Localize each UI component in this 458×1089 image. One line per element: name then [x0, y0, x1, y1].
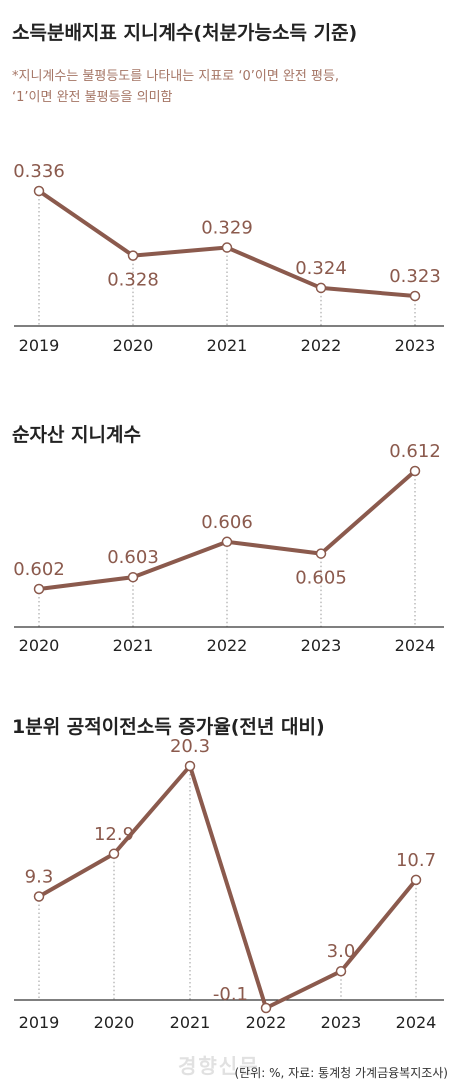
data-point-2023	[409, 290, 421, 302]
data-label-2021: 0.603	[107, 547, 159, 568]
x-tick-label-2023: 2023	[395, 336, 436, 355]
data-point-2022	[260, 1002, 272, 1014]
data-point-2022	[315, 282, 327, 294]
x-tick-label-2023: 2023	[321, 1013, 362, 1032]
data-point-2024	[410, 874, 422, 886]
data-label-2019: 9.3	[25, 866, 54, 887]
data-label-2019: 0.336	[13, 161, 65, 182]
source-note: (단위: %, 자료: 통계청 가계금융복지조사)	[234, 1066, 448, 1080]
x-tick-label-2021: 2021	[207, 336, 248, 355]
x-tick-label-2019: 2019	[19, 336, 60, 355]
data-point-2022	[221, 536, 233, 548]
data-point-2023	[335, 965, 347, 977]
data-label-2020: 0.602	[13, 559, 65, 580]
x-tick-label-2024: 2024	[396, 1013, 437, 1032]
x-tick-label-2020: 2020	[94, 1013, 135, 1032]
x-tick-label-2020: 2020	[113, 336, 154, 355]
data-label-2021: 0.329	[201, 218, 253, 239]
data-point-2020	[127, 250, 139, 261]
data-point-2021	[127, 571, 139, 583]
x-tick-label-2022: 2022	[246, 1013, 287, 1032]
x-tick-label-2021: 2021	[113, 636, 154, 655]
data-label-2024: 10.7	[396, 850, 436, 871]
x-tick-label-2022: 2022	[207, 636, 248, 655]
data-point-2021	[221, 242, 233, 253]
chart1-note: *지니계수는 불평등도를 나타내는 지표로 ‘0’이면 완전 평등, ‘1’이면…	[12, 66, 339, 108]
chart2-gini-net-assets: 0.602 0.603 0.606 0.605 0.612 2020 2021 2022 202…	[13, 441, 444, 655]
x-tick-label-2024: 2024	[395, 636, 436, 655]
chart1-title: 소득분배지표 지니계수(처분가능소득 기준)	[12, 22, 358, 44]
data-label-2022: -0.1	[213, 984, 248, 1005]
x-tick-label-2021: 2021	[170, 1013, 211, 1032]
data-label-2020: 12.9	[94, 824, 134, 845]
data-label-2023: 0.605	[295, 568, 347, 589]
data-point-2024	[409, 465, 421, 477]
data-label-2022: 0.606	[201, 512, 253, 533]
data-label-2024: 0.612	[389, 441, 441, 462]
data-point-2020	[33, 583, 45, 595]
data-point-2019	[33, 891, 45, 902]
chart2-title: 순자산 지니계수	[12, 424, 141, 446]
chart1-note-line1: *지니계수는 불평등도를 나타내는 지표로 ‘0’이면 완전 평등,	[12, 69, 340, 84]
series-line	[37, 764, 418, 1010]
x-tick-label-2019: 2019	[19, 1013, 60, 1032]
data-point-2019	[33, 185, 45, 197]
x-tick-label-2020: 2020	[19, 636, 60, 655]
data-label-2020: 0.328	[107, 270, 159, 291]
data-point-2023	[315, 548, 327, 559]
chart1-note-line2: ‘1’이면 완전 불평등을 의미함	[12, 90, 173, 105]
data-label-2023: 3.0	[327, 941, 356, 962]
data-label-2022: 0.324	[295, 258, 347, 279]
watermark-logo: 경향신문	[178, 1054, 260, 1078]
chart1-gini-disposable-income: 0.336 0.328 0.329 0.324 0.323 2019 2020 2021 202…	[13, 161, 444, 355]
data-point-2020	[108, 848, 120, 860]
chart3-title: 1분위 공적이전소득 증가율(전년 대비)	[12, 716, 325, 738]
chart3-quintile1-public-transfer-income: 9.3 12.9 20.3 -0.1 3.0 10.7 2019 2020 2021 2022 20…	[14, 736, 444, 1032]
x-tick-label-2022: 2022	[301, 336, 342, 355]
x-tick-label-2023: 2023	[301, 636, 342, 655]
data-label-2023: 0.323	[389, 266, 441, 287]
data-point-2021	[184, 760, 196, 772]
data-label-2021: 20.3	[170, 736, 210, 757]
